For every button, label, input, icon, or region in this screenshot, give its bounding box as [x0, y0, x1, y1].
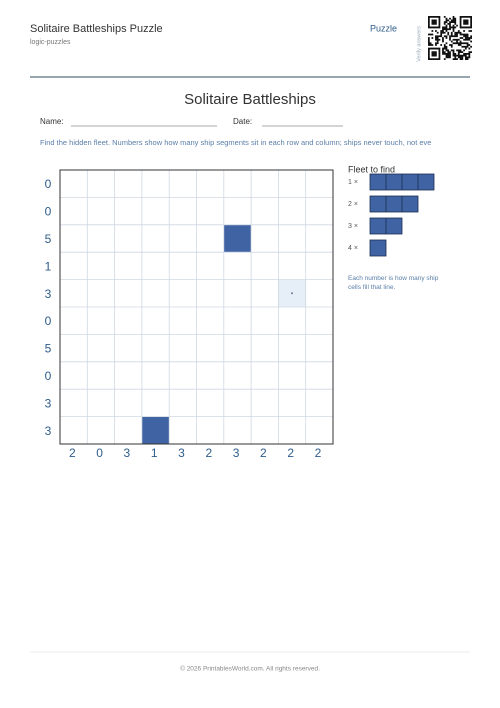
qr-code	[428, 16, 472, 60]
fleet-count: 1 ×	[348, 179, 358, 186]
col-clue: 3	[124, 446, 131, 460]
copyright: © 2026 PrintablesWorld.com. All rights r…	[180, 665, 320, 673]
fleet-title: Fleet to find	[348, 164, 395, 174]
row-clue: 0	[45, 205, 52, 219]
col-clue: 3	[178, 446, 185, 460]
fleet-count: 4 ×	[348, 245, 358, 252]
col-clue: 0	[96, 446, 103, 460]
ship-hint	[141, 416, 170, 444]
name-label: Name:	[40, 117, 64, 126]
qr-caption: Verify answers	[416, 26, 422, 62]
header-subtitle: logic-puzzles	[30, 39, 71, 46]
date-label: Date:	[233, 117, 252, 126]
fleet-count: 2 ×	[348, 201, 358, 208]
header-tag: Puzzle	[370, 23, 397, 33]
col-clue: 2	[205, 446, 212, 460]
row-clue: 0	[45, 177, 52, 191]
row-clue: 3	[45, 287, 52, 301]
header-title: Solitaire Battleships Puzzle	[30, 23, 163, 35]
row-clue: 1	[45, 259, 52, 273]
ship-hint	[223, 224, 252, 253]
col-clue: 2	[287, 446, 294, 460]
water-dot	[291, 292, 294, 295]
worksheet-title: Solitaire Battleships	[184, 91, 316, 108]
col-clue: 2	[260, 446, 267, 460]
fleet-ship	[369, 195, 419, 213]
instructions: Find the hidden fleet. Numbers show how …	[40, 138, 431, 147]
grid-border	[59, 169, 334, 445]
fleet-ship	[369, 239, 387, 257]
row-clue: 3	[45, 396, 52, 410]
col-clue: 3	[233, 446, 240, 460]
col-clue: 2	[315, 446, 322, 460]
row-clue: 0	[45, 369, 52, 383]
fleet-note: Each number is how many ship cells fill …	[348, 275, 439, 291]
row-clue: 5	[45, 342, 52, 356]
row-clue: 5	[45, 232, 52, 246]
row-clue: 0	[45, 314, 52, 328]
col-clue: 1	[151, 446, 158, 460]
fleet-count: 3 ×	[348, 223, 358, 230]
row-clue: 3	[45, 424, 52, 438]
col-clue: 2	[69, 446, 76, 460]
